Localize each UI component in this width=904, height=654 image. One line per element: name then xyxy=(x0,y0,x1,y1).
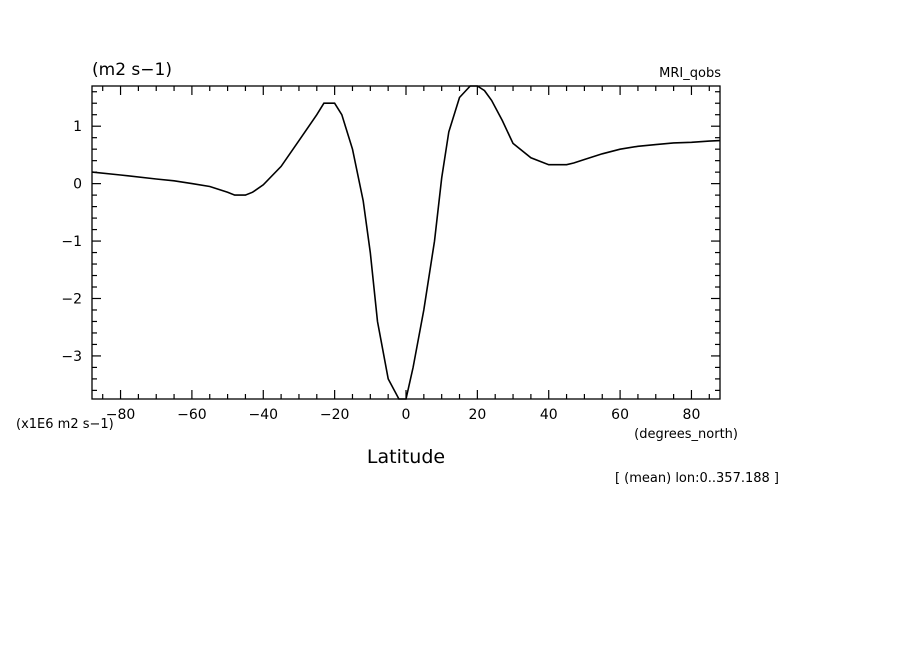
dataset-label: MRI_qobs xyxy=(659,66,721,81)
x-tick-label: −20 xyxy=(320,407,350,423)
y-multiplier-label: (x1E6 m2 s−1) xyxy=(16,417,114,432)
x-tick-label: 40 xyxy=(540,407,558,423)
x-tick-label: 20 xyxy=(468,407,486,423)
plot-frame xyxy=(91,85,721,400)
x-tick-label: 80 xyxy=(683,407,701,423)
y-tick-label: −3 xyxy=(61,349,82,365)
x-tick-label: −40 xyxy=(248,407,278,423)
plot-area xyxy=(91,85,721,400)
axis-tick-labels: −80 −60 −40 −20 0 20 40 60 80 −3 −2 −1 0 1 xyxy=(61,119,700,423)
x-tick-label: −60 xyxy=(177,407,207,423)
y-tick-label: −2 xyxy=(61,291,82,307)
y-tick-label: 1 xyxy=(73,119,82,135)
y-tick-label: 0 xyxy=(73,177,82,193)
x-units-label: (degrees_north) xyxy=(634,427,738,442)
footnote-label: [ (mean) lon:0..357.188 ] xyxy=(615,471,779,486)
y-tick-label: −1 xyxy=(61,234,82,250)
axis-ticks xyxy=(92,86,720,399)
x-tick-label: 60 xyxy=(611,407,629,423)
x-tick-label: −80 xyxy=(106,407,136,423)
units-label: (m2 s−1) xyxy=(92,60,172,80)
x-tick-label: 0 xyxy=(402,407,411,423)
x-axis-label: Latitude xyxy=(367,446,445,468)
series-line xyxy=(91,85,721,400)
